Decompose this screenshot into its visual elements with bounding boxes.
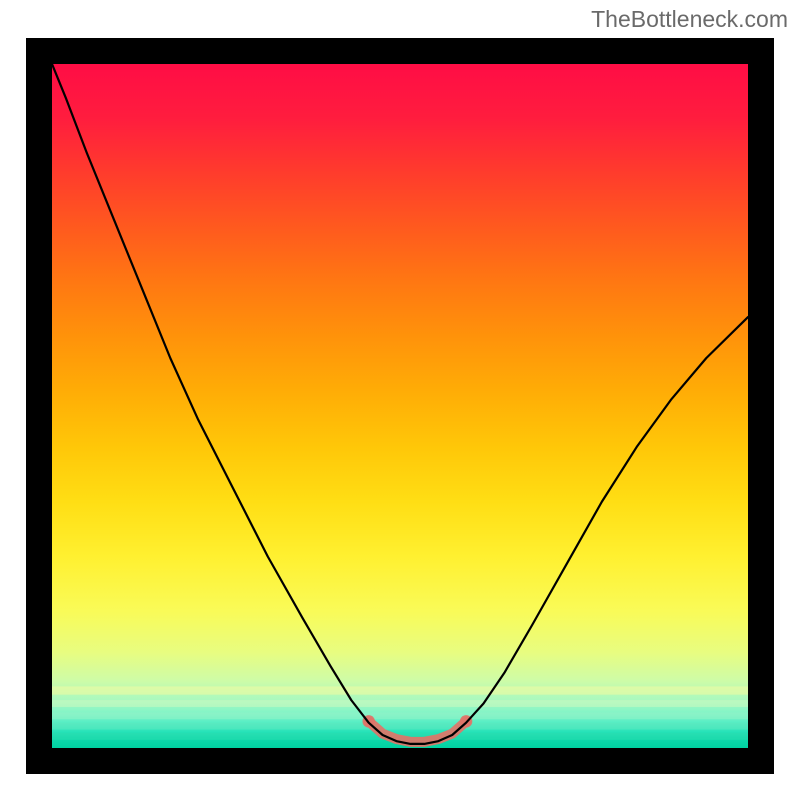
stripe-band — [52, 723, 748, 730]
stripe-band — [52, 700, 748, 707]
stripe-band — [52, 712, 748, 719]
chart-stage: TheBottleneck.com — [0, 0, 800, 800]
stripe-band — [52, 686, 748, 694]
plot-group — [39, 51, 761, 761]
bottleneck-curve-chart — [0, 0, 800, 800]
plot-background — [52, 64, 748, 748]
